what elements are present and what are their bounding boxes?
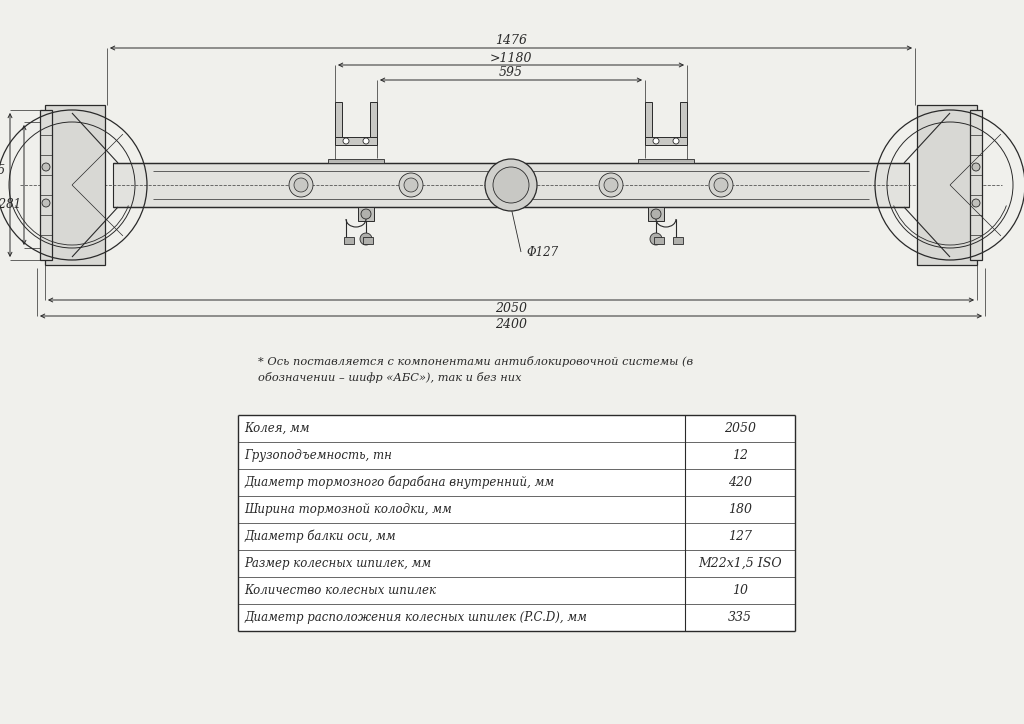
Text: 10: 10 <box>732 584 748 597</box>
Circle shape <box>404 178 418 192</box>
Text: Φ281: Φ281 <box>0 198 22 211</box>
Bar <box>673 237 683 244</box>
Text: 420: 420 <box>728 476 752 489</box>
Text: 2050: 2050 <box>724 422 756 435</box>
Text: Размер колесных шпилек, мм: Размер колесных шпилек, мм <box>244 557 431 570</box>
Circle shape <box>399 173 423 197</box>
Bar <box>654 237 664 244</box>
Text: >1180: >1180 <box>489 51 532 64</box>
Bar <box>362 237 373 244</box>
Text: 2050: 2050 <box>495 303 527 316</box>
Text: 180: 180 <box>728 503 752 516</box>
Bar <box>680 102 687 137</box>
Circle shape <box>650 233 662 245</box>
Bar <box>335 102 342 137</box>
Circle shape <box>709 173 733 197</box>
Bar <box>358 207 374 221</box>
Circle shape <box>493 167 529 203</box>
Bar <box>918 105 977 265</box>
Circle shape <box>42 199 50 207</box>
Text: Ширина тормозной колодки, мм: Ширина тормозной колодки, мм <box>244 503 452 516</box>
Circle shape <box>42 163 50 171</box>
Circle shape <box>599 173 623 197</box>
Text: Грузоподъемность, тн: Грузоподъемность, тн <box>244 449 392 462</box>
Text: Диаметр тормозного барабана внутренний, мм: Диаметр тормозного барабана внутренний, … <box>244 476 554 489</box>
Text: 595: 595 <box>499 67 523 80</box>
Circle shape <box>972 163 980 171</box>
Text: 12: 12 <box>732 449 748 462</box>
Bar <box>344 237 354 244</box>
Bar <box>328 159 384 163</box>
Circle shape <box>343 138 349 144</box>
Circle shape <box>361 209 371 219</box>
Circle shape <box>714 178 728 192</box>
Text: 335: 335 <box>728 611 752 624</box>
Text: 127: 127 <box>728 530 752 543</box>
Text: * Ось поставляется с компонентами антиблокировочной системы (в: * Ось поставляется с компонентами антибл… <box>258 356 693 367</box>
Bar <box>645 102 652 137</box>
Text: Диаметр расположения колесных шпилек (P.C.D), мм: Диаметр расположения колесных шпилек (P.… <box>244 611 587 624</box>
Circle shape <box>362 138 369 144</box>
Bar <box>638 159 694 163</box>
Circle shape <box>485 159 537 211</box>
Bar <box>40 110 52 260</box>
Text: M22x1,5 ISO: M22x1,5 ISO <box>698 557 781 570</box>
Text: 1476: 1476 <box>495 35 527 48</box>
Text: Колея, мм: Колея, мм <box>244 422 309 435</box>
Circle shape <box>972 199 980 207</box>
Bar <box>335 137 377 145</box>
Bar <box>45 105 105 265</box>
Bar <box>113 163 909 207</box>
Circle shape <box>294 178 308 192</box>
Bar <box>970 110 982 260</box>
Text: Диаметр балки оси, мм: Диаметр балки оси, мм <box>244 530 395 543</box>
Text: Количество колесных шпилек: Количество колесных шпилек <box>244 584 436 597</box>
Circle shape <box>651 209 662 219</box>
Text: 2400: 2400 <box>495 319 527 332</box>
Bar <box>370 102 377 137</box>
Bar <box>648 207 664 221</box>
Circle shape <box>289 173 313 197</box>
Circle shape <box>673 138 679 144</box>
Text: Φ127: Φ127 <box>526 245 558 258</box>
Circle shape <box>604 178 618 192</box>
Text: обозначении – шифр «АБС»), так и без них: обозначении – шифр «АБС»), так и без них <box>258 372 521 383</box>
Bar <box>238 415 795 631</box>
Text: Φ335: Φ335 <box>0 164 6 177</box>
Bar <box>645 137 687 145</box>
Circle shape <box>653 138 659 144</box>
Circle shape <box>360 233 372 245</box>
